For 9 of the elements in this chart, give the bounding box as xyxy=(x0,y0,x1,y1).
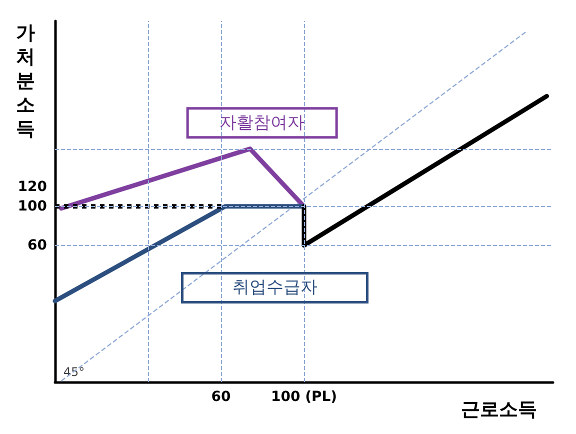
y-tick-label: 120 xyxy=(18,178,48,195)
text: 취업수급자 xyxy=(232,278,318,298)
y-tick-label: 60 xyxy=(28,237,48,254)
y-tick-label: 100 xyxy=(18,198,48,214)
y-axis-title: 가처분소득 xyxy=(16,22,35,140)
x-tick-label: 100 (PL) xyxy=(270,389,338,405)
series-label: 자활참여자 xyxy=(220,112,305,133)
x-axis-title: 근로소득 xyxy=(461,398,537,420)
annotation: 45° xyxy=(63,365,85,379)
